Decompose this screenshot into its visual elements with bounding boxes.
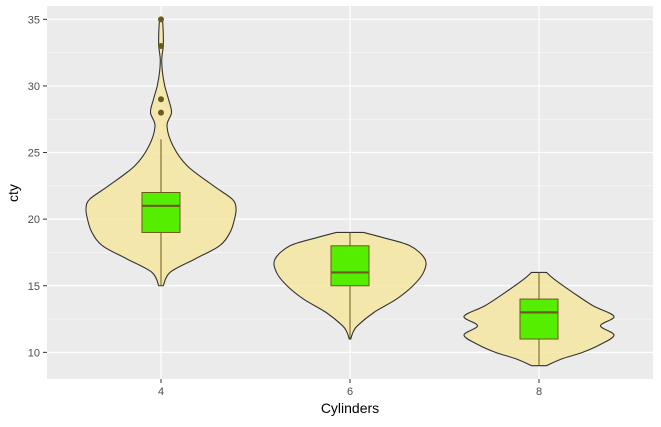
box-4 <box>141 192 181 233</box>
box-6 <box>330 245 370 287</box>
outlier-point <box>158 96 164 103</box>
y-axis-title: cty <box>5 184 21 202</box>
y-tick-label: 25 <box>28 148 40 160</box>
axis-layer: 10 15 20 25 30 35 4 6 8 <box>28 14 542 398</box>
outlier-point <box>158 16 164 23</box>
outlier-point <box>158 109 164 116</box>
y-tick-label: 20 <box>28 214 40 226</box>
x-tick-label: 8 <box>536 386 542 398</box>
box-layer <box>141 16 559 366</box>
x-axis-title: Cylinders <box>321 400 379 416</box>
outlier-point <box>158 42 164 49</box>
x-tick-label: 6 <box>347 386 353 398</box>
box-8 <box>519 298 559 340</box>
y-tick-label: 30 <box>28 81 40 93</box>
y-tick-label: 10 <box>28 347 40 359</box>
y-tick-label: 15 <box>28 281 40 293</box>
x-tick-label: 4 <box>158 386 164 398</box>
y-tick-label: 35 <box>28 14 40 26</box>
